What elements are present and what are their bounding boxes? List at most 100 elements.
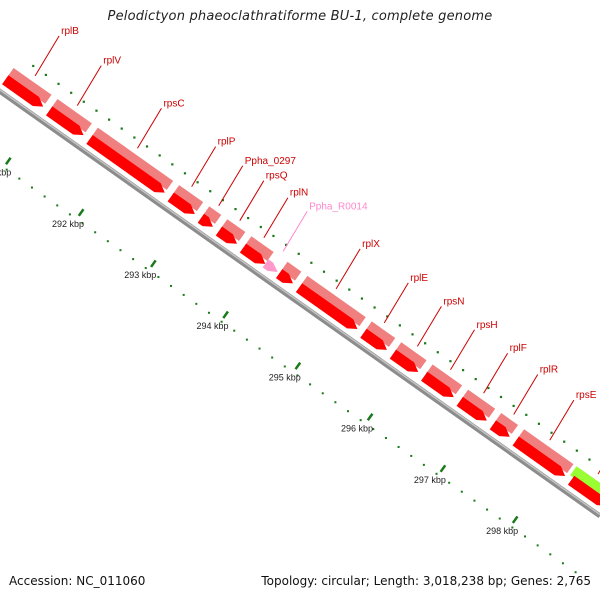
minor-tick <box>536 544 539 547</box>
minor-tick <box>170 284 173 287</box>
gene-arrows <box>2 75 600 506</box>
gene-label: rplP <box>218 137 236 148</box>
gene-arrow-15 <box>567 475 600 506</box>
minor-tick <box>348 288 351 291</box>
minor-tick <box>537 422 541 425</box>
minor-tick <box>473 499 476 502</box>
minor-tick <box>284 243 288 246</box>
gene-arrow-2 <box>86 134 165 193</box>
minor-tick <box>18 177 21 180</box>
gene-band-10 <box>394 342 427 370</box>
major-tick <box>222 310 229 319</box>
minor-tick <box>574 571 577 574</box>
minor-tick <box>334 401 337 404</box>
label-leader <box>263 197 289 238</box>
minor-tick <box>448 481 451 484</box>
minor-tick <box>245 338 248 341</box>
minor-tick <box>499 395 503 399</box>
label-leader <box>191 146 217 187</box>
minor-tick <box>171 163 174 166</box>
rna-gene-arrow <box>262 259 278 272</box>
minor-tick <box>347 410 350 413</box>
gene-label: rplF <box>510 343 527 354</box>
minor-tick <box>359 419 362 422</box>
minor-tick <box>182 293 185 296</box>
minor-tick <box>32 64 35 68</box>
major-tick <box>511 515 519 524</box>
gene-band-5 <box>220 219 246 241</box>
minor-tick <box>310 261 313 264</box>
gene-band-12 <box>461 389 496 418</box>
minor-tick <box>588 458 591 461</box>
minor-tick <box>94 231 97 234</box>
map-title: Pelodictyon phaeoclathratiforme BU-1, co… <box>107 9 493 24</box>
label-leader <box>335 248 361 290</box>
gene-label: rplX <box>362 239 380 250</box>
minor-tick <box>486 508 489 511</box>
gene-labels: rplB rplV rpsC rplP Ppha_0297 rpsQrplNPpha_R0… <box>61 26 597 401</box>
backbone <box>0 88 600 519</box>
minor-tick <box>209 190 212 193</box>
minor-tick <box>461 369 465 372</box>
minor-tick <box>95 109 98 112</box>
minor-tick <box>30 186 33 189</box>
gene-band-8 <box>301 275 366 327</box>
major-tick <box>439 464 447 473</box>
minor-tick <box>271 356 274 359</box>
minor-tick <box>335 279 338 282</box>
major-tick <box>4 157 12 165</box>
scale-label: 293 kbp <box>124 270 156 280</box>
gene-label: rplV <box>103 56 121 67</box>
label-leader <box>218 165 244 207</box>
gene-band-14 <box>517 429 574 474</box>
gene-arrow-8 <box>295 283 358 330</box>
gene-arrow-7 <box>275 269 293 284</box>
minor-ticks <box>5 64 591 574</box>
minor-tick <box>460 490 463 493</box>
minor-tick <box>56 204 59 207</box>
gene-arrow-12 <box>456 396 487 421</box>
minor-tick <box>196 181 199 184</box>
label-leader <box>76 65 102 106</box>
major-tick <box>294 361 302 370</box>
minor-tick <box>107 118 111 121</box>
minor-tick <box>258 347 261 350</box>
label-leader <box>239 180 265 221</box>
minor-tick <box>575 449 578 452</box>
minor-tick <box>436 351 439 354</box>
gene-arrow-4 <box>197 213 213 227</box>
gene-label: Ppha_0297 <box>245 156 297 167</box>
major-tick <box>150 259 157 268</box>
minor-tick <box>424 342 427 345</box>
minor-tick <box>410 454 413 457</box>
minor-tick <box>145 145 149 148</box>
minor-tick <box>296 374 299 377</box>
minor-tick <box>549 553 552 556</box>
minor-tick <box>435 472 438 475</box>
minor-tick <box>398 324 401 327</box>
minor-tick <box>561 562 564 565</box>
major-tick <box>366 413 374 422</box>
gene-band-13 <box>494 413 519 434</box>
minor-tick <box>81 222 84 225</box>
minor-tick <box>132 258 135 261</box>
label-leader <box>513 374 539 415</box>
scale-label: 294 kbp <box>197 321 229 331</box>
minor-tick <box>372 428 375 431</box>
scale-label: 296 kbp <box>341 423 373 433</box>
gene-label: rplE <box>410 273 428 284</box>
gene-arrow-10 <box>389 349 419 373</box>
gene-arrow-5 <box>215 226 237 244</box>
label-leader <box>450 329 475 371</box>
gene-label: rpsN <box>443 296 464 307</box>
minor-tick <box>511 526 514 529</box>
minor-tick <box>422 463 425 466</box>
gene-band-3 <box>172 185 204 212</box>
minor-tick <box>487 386 490 390</box>
gene-band-6 <box>245 236 274 261</box>
minor-tick <box>234 208 237 211</box>
gene-arrow-14 <box>512 436 566 476</box>
minor-tick <box>195 302 198 305</box>
gene-band-9 <box>365 321 396 348</box>
